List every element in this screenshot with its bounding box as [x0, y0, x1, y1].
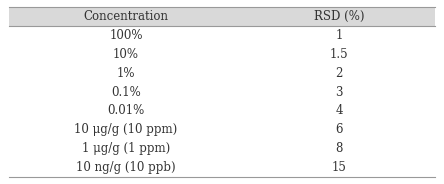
Text: 4: 4 [336, 104, 343, 117]
Bar [9, 158, 435, 177]
Text: 100%: 100% [109, 29, 143, 42]
Text: 8: 8 [336, 142, 343, 155]
Text: 6: 6 [336, 123, 343, 136]
Text: Concentration: Concentration [83, 10, 169, 23]
Text: RSD (%): RSD (%) [314, 10, 365, 23]
Text: 0.1%: 0.1% [111, 86, 141, 98]
Bar [9, 139, 435, 158]
Text: 10 ng/g (10 ppb): 10 ng/g (10 ppb) [76, 161, 176, 174]
Text: 10 μg/g (10 ppm): 10 μg/g (10 ppm) [75, 123, 178, 136]
Bar [9, 26, 435, 45]
Bar [9, 83, 435, 101]
Bar [9, 101, 435, 120]
Text: 3: 3 [336, 86, 343, 98]
Text: 2: 2 [336, 67, 343, 80]
Text: 1.5: 1.5 [330, 48, 349, 61]
Text: 0.01%: 0.01% [107, 104, 145, 117]
Bar [9, 64, 435, 83]
Text: 15: 15 [332, 161, 347, 174]
Bar [9, 45, 435, 64]
Text: 1%: 1% [117, 67, 135, 80]
Text: 10%: 10% [113, 48, 139, 61]
Bar [9, 7, 435, 26]
Bar [9, 120, 435, 139]
Text: 1: 1 [336, 29, 343, 42]
Text: 1 μg/g (1 ppm): 1 μg/g (1 ppm) [82, 142, 170, 155]
